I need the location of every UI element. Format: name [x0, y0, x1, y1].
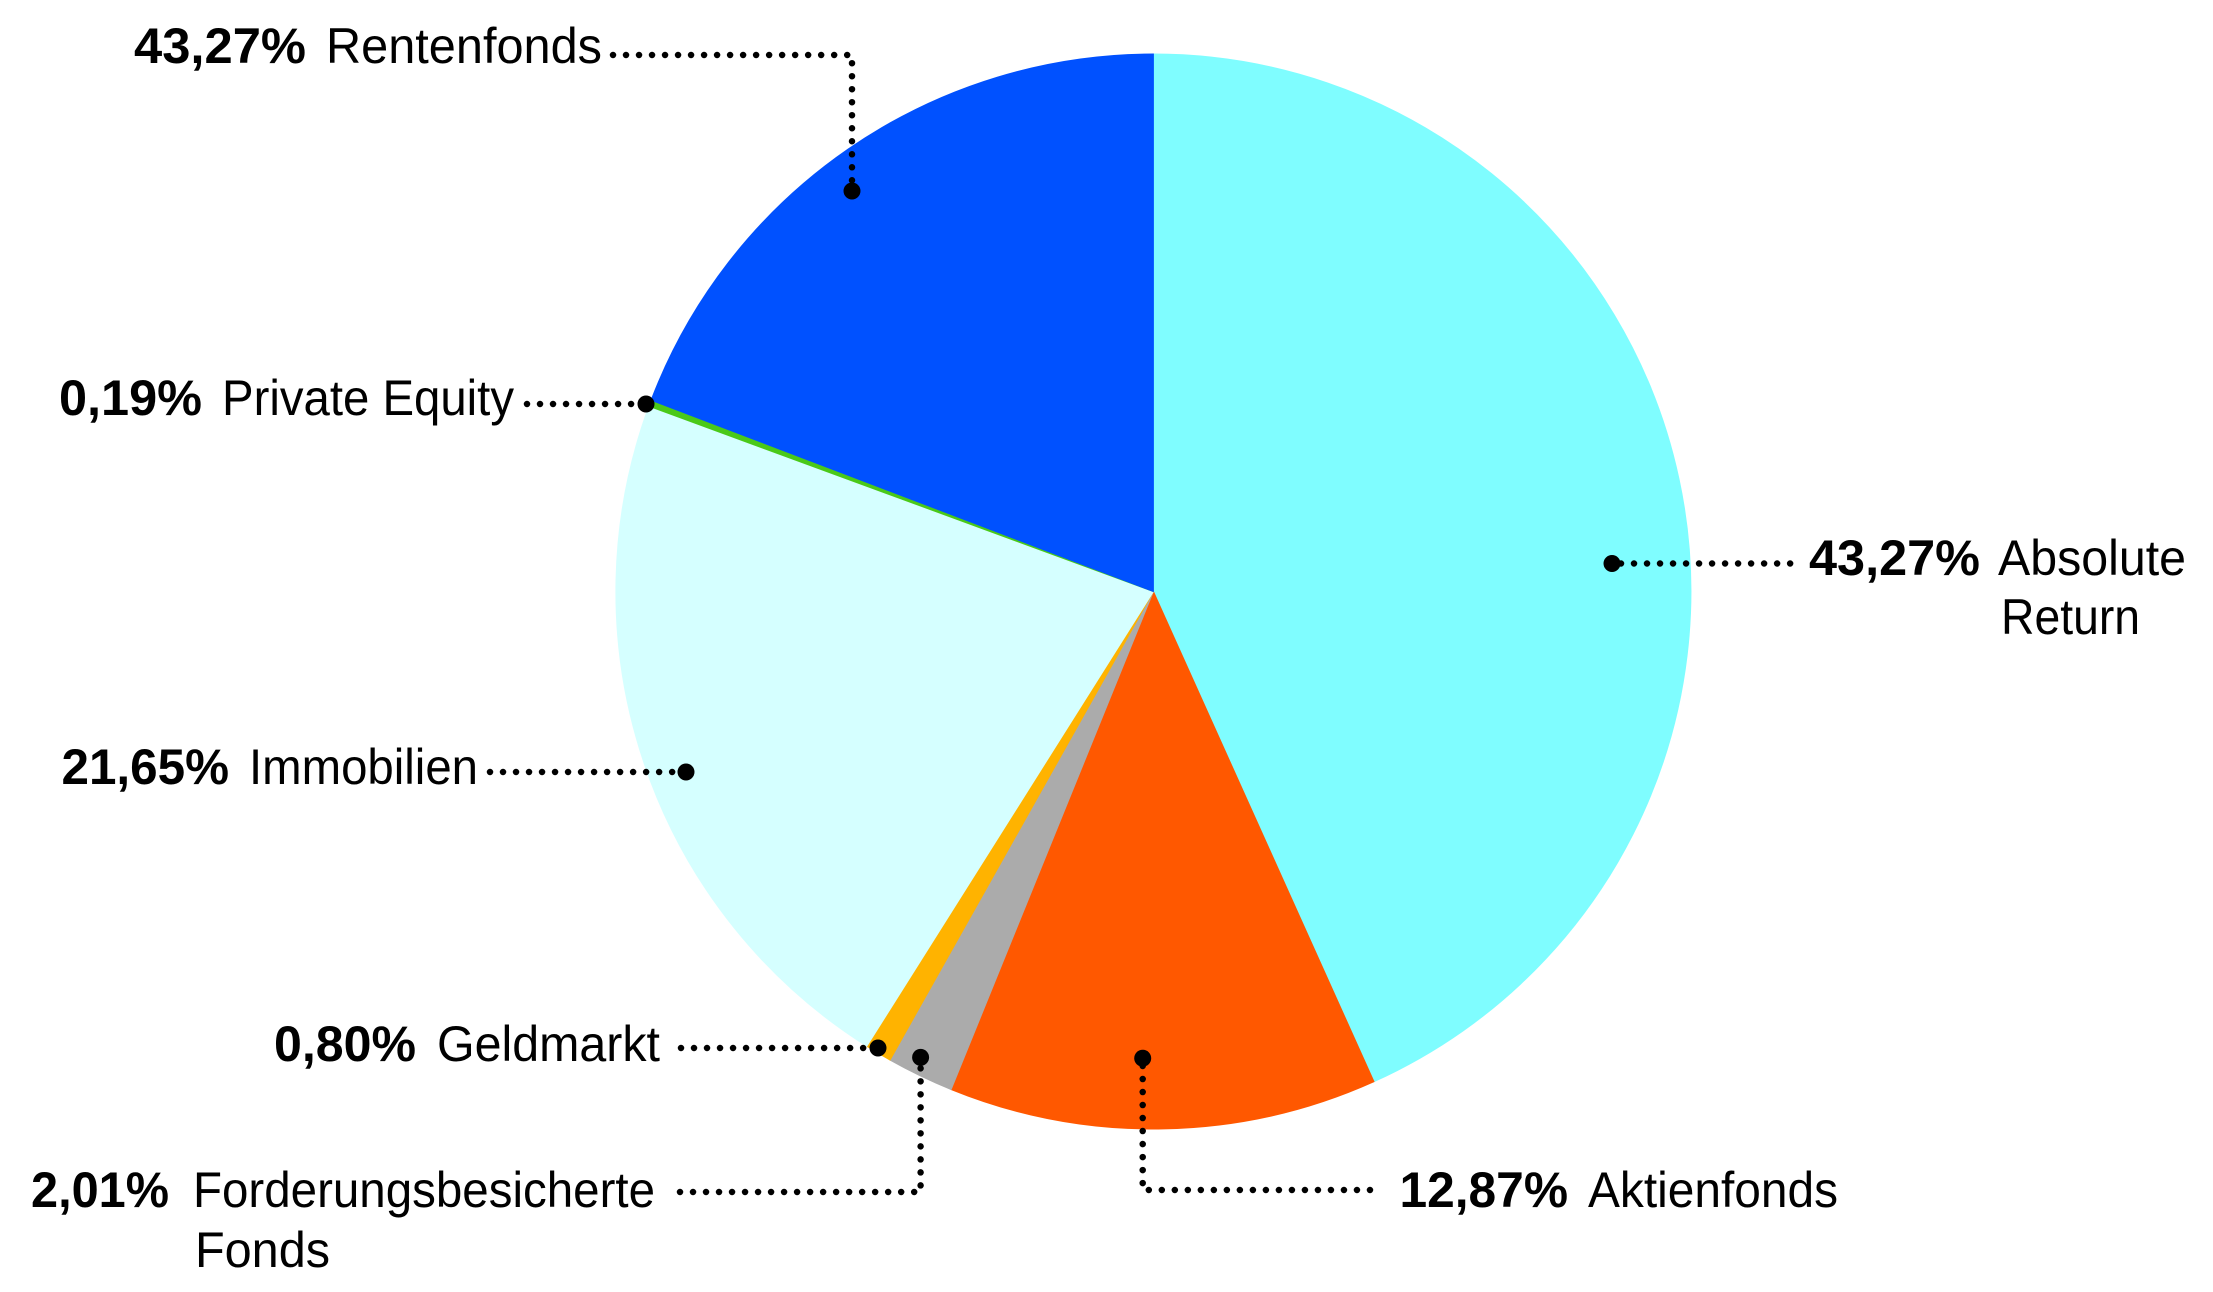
svg-text:12,87%Aktienfonds: 12,87% Aktienfonds	[1400, 1162, 1839, 1218]
svg-text:21,65%Immobilien: 21,65% Immobilien	[62, 739, 479, 795]
svg-text:0,80%Geldmarkt: 0,80% Geldmarkt	[274, 1016, 660, 1072]
svg-text:43,27%Rentenfonds: 43,27% Rentenfonds	[134, 18, 602, 74]
svg-text:0,19%Private Equity: 0,19% Private Equity	[59, 370, 514, 426]
